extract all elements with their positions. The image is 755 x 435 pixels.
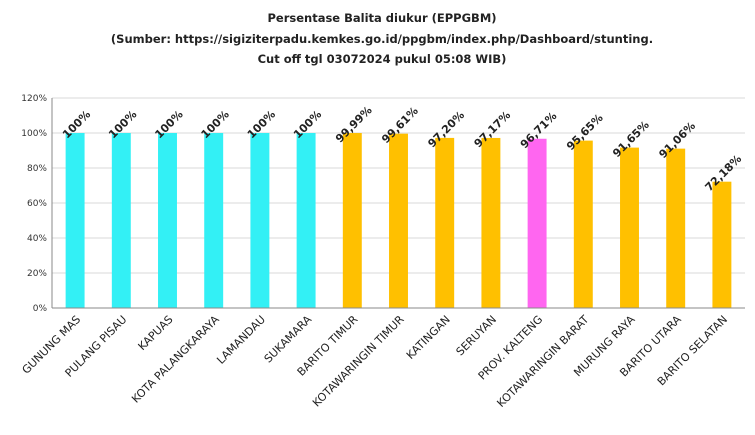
bar [111,133,131,308]
chart-title: Persentase Balita diukur (EPPGBM) [267,11,496,25]
category-label: KATINGAN [404,313,453,362]
chart-subtitle-line-2: Cut off tgl 03072024 pukul 05:08 WIB) [258,52,507,66]
y-tick-label: 60% [27,199,47,209]
bar [527,138,547,308]
bar [712,181,732,308]
bars [65,133,732,308]
y-tick-label: 0% [33,304,48,314]
y-tick-label: 80% [27,164,47,174]
bar [342,133,362,308]
y-tick-label: 100% [21,129,47,139]
category-label: LAMANDAU [214,313,268,367]
bar [435,137,455,308]
category-label: KOTAWARINGIN TIMUR [310,313,407,410]
bar [620,147,639,308]
bar [250,133,270,308]
category-label: KAPUAS [135,313,175,353]
y-tick-label: 40% [27,234,47,244]
bar [65,133,85,308]
category-label: KOTAWARINGIN BARAT [494,313,591,410]
y-axis-ticks: 0% 20% 40% 60% 80% 100% 120% [21,94,47,314]
bar [204,133,224,308]
y-tick-label: 20% [27,269,47,279]
bar [389,133,408,308]
bar [573,140,593,308]
chart-subtitle-line-1: (Sumber: https://sigiziterpadu.kemkes.go… [111,32,653,46]
category-label: KOTA PALANGKARAYA [129,313,222,406]
bar [158,133,177,308]
bar [481,137,501,308]
category-label: SERUYAN [454,313,499,358]
bar [666,148,686,308]
bar [296,133,316,308]
y-tick-label: 120% [21,94,47,104]
